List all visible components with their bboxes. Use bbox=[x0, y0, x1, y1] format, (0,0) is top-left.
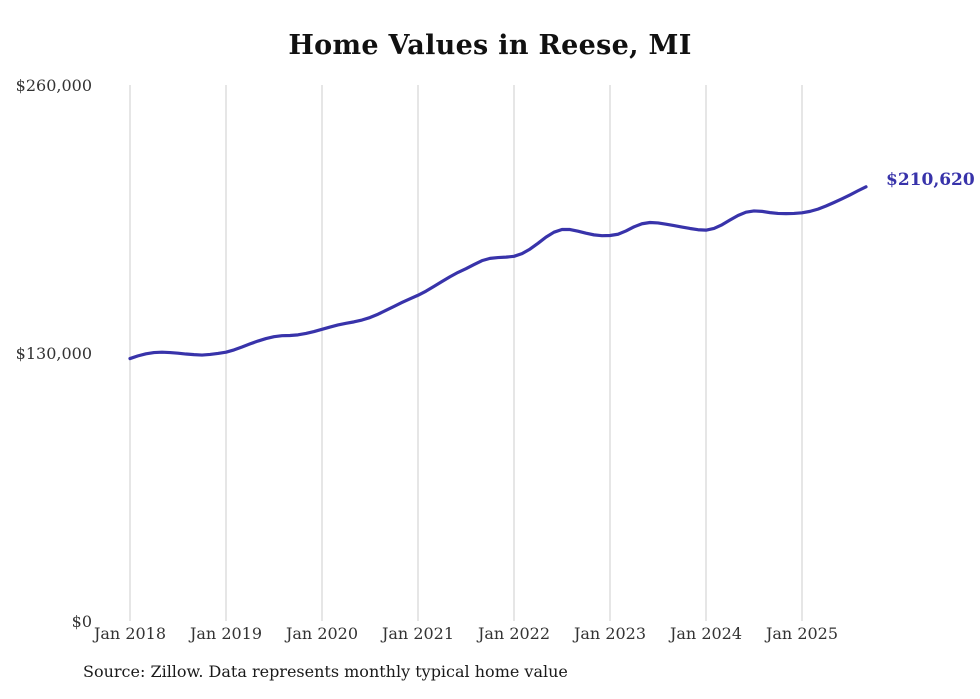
x-axis-tick-jan-2020: Jan 2020 bbox=[285, 624, 359, 643]
x-axis-tick-jan-2024: Jan 2024 bbox=[669, 624, 743, 643]
x-axis-tick-jan-2025: Jan 2025 bbox=[765, 624, 839, 643]
x-axis-tick-jan-2023: Jan 2023 bbox=[573, 624, 647, 643]
x-axis-tick-jan-2022: Jan 2022 bbox=[477, 624, 551, 643]
latest-value-label: $210,620 bbox=[886, 170, 975, 190]
x-axis-tick-jan-2021: Jan 2021 bbox=[381, 624, 455, 643]
x-axis-tick-jan-2019: Jan 2019 bbox=[189, 624, 263, 643]
y-axis-tick-130000: $130,000 bbox=[15, 344, 92, 363]
chart-title: Home Values in Reese, MI bbox=[288, 30, 692, 61]
y-axis-tick-260000: $260,000 bbox=[15, 76, 92, 95]
y-axis-tick-0: $0 bbox=[71, 612, 92, 631]
source-attribution: Source: Zillow. Data represents monthly … bbox=[83, 662, 568, 681]
home-value-series-line bbox=[128, 185, 868, 361]
x-axis-tick-jan-2018: Jan 2018 bbox=[93, 624, 167, 643]
